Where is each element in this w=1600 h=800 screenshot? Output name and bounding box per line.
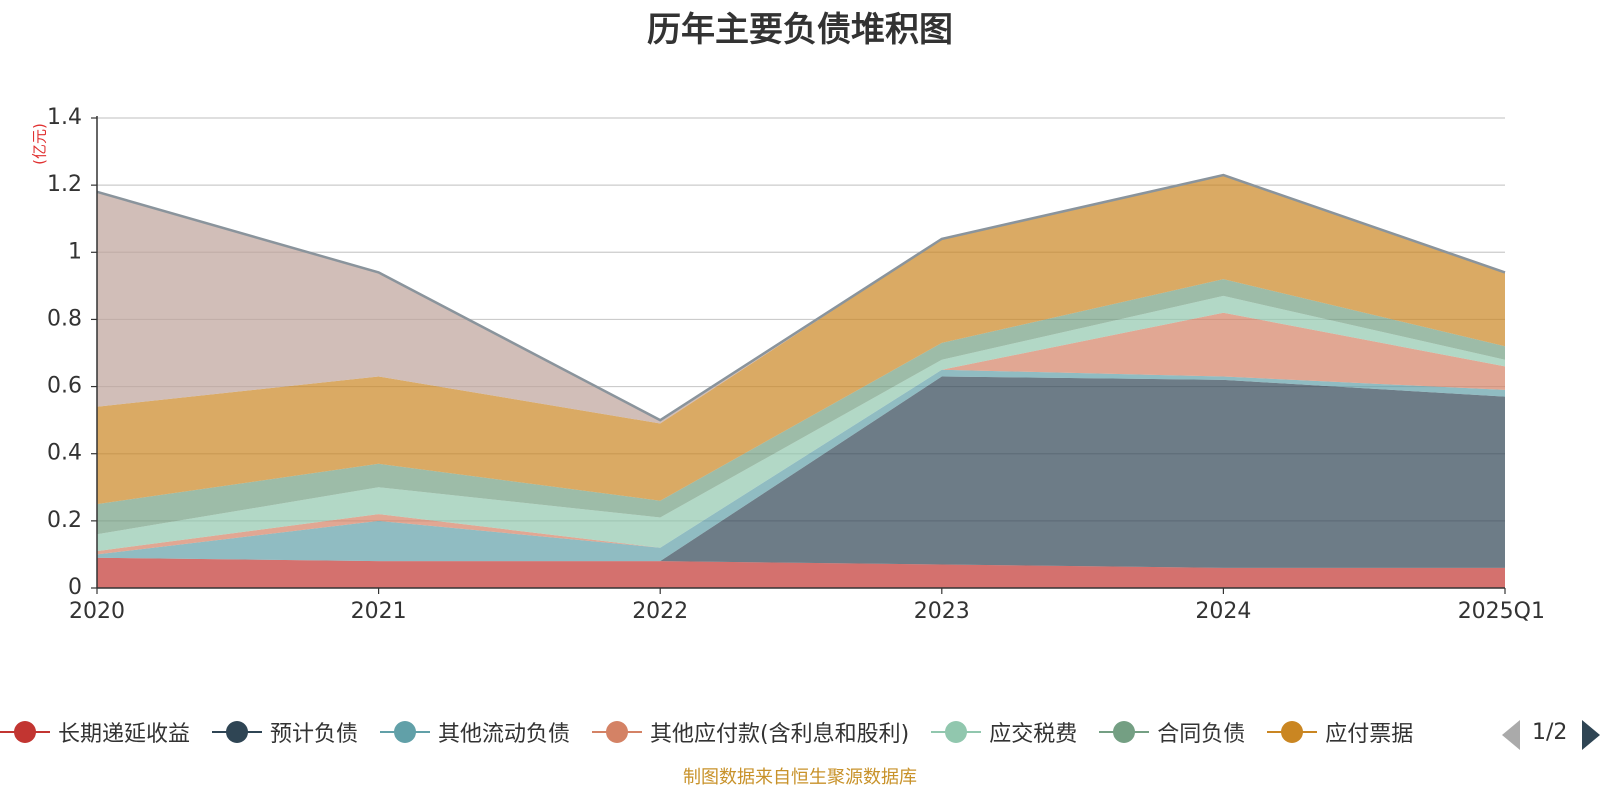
area-series-6 [97,175,1505,505]
x-tick-label: 2022 [632,599,688,624]
x-tick-label: 2021 [351,599,407,624]
area-series-7 [97,175,1505,424]
legend-marker-icon [592,719,643,745]
legend-label: 其他流动负债 [438,722,571,747]
y-tick-label: 0.4 [47,441,82,466]
area-series-2 [97,369,1505,562]
y-tick-label: 1.4 [47,105,82,130]
y-tick-label: 0 [68,575,82,600]
legend-label: 应付票据 [1325,722,1414,747]
x-tick-label: 2024 [1195,599,1251,624]
legend-next-page-icon[interactable] [1582,720,1600,750]
legend-marker-icon [931,719,982,745]
area-series-4 [97,295,1505,552]
legend-label: 其他应付款(含利息和股利) [650,722,910,747]
legend-prev-page-icon[interactable] [1502,720,1520,750]
legend-marker-icon [1267,719,1318,745]
y-tick-label: 1 [68,239,82,264]
legend-label: 应交税费 [989,722,1078,747]
x-tick-label: 2023 [914,599,970,624]
legend-item[interactable]: 其他流动负债 [380,716,570,748]
chart-title: 历年主要负债堆积图 [647,10,953,50]
legend-label: 预计负债 [270,722,359,747]
legend-item[interactable]: 其他应付款(含利息和股利) [592,716,909,748]
y-tick-label: 1.2 [47,172,82,197]
legend-marker-icon [1099,719,1150,745]
y-axis-unit-label: (亿元) [31,123,49,165]
area-series-0 [97,557,1505,588]
legend-item[interactable]: 长期递延收益 [0,716,190,748]
legend-page-indicator: 1/2 [1532,720,1568,745]
stacked-area-chart: 0 0.2 0.4 0.6 0.8 1 1.2 1.4 2020 2021 2022 2023 2024… [31,105,1546,624]
legend-item[interactable]: 应交税费 [931,716,1077,748]
legend-item[interactable]: 合同负债 [1099,716,1245,748]
area-series-3 [97,312,1505,555]
chart-legend: 长期递延收益 预计负债 其他流动负债 其他应付款(含利息和股利) 应交税费 合同负债 应付票… [0,716,1475,752]
legend-item[interactable]: 预计负债 [212,716,358,748]
legend-marker-icon [212,719,263,745]
legend-label: 长期递延收益 [58,722,191,747]
axes: 0 0.2 0.4 0.6 0.8 1 1.2 1.4 2020 2021 2022 2023 2024… [47,105,1545,624]
data-source-note: 制图数据来自恒生聚源数据库 [683,767,917,788]
legend-item[interactable]: 应付票据 [1267,716,1413,748]
y-tick-label: 0.8 [47,306,82,331]
area-series-1 [97,376,1505,568]
stack-top-outline [96,173,1506,422]
legend-marker-icon [380,719,431,745]
legend-label: 合同负债 [1157,722,1246,747]
legend-marker-icon [0,719,50,745]
x-tick-label: 2020 [69,599,125,624]
x-tick-label: 2025Q1 [1458,599,1545,624]
area-series [96,173,1506,588]
area-series-5 [97,279,1505,535]
y-tick-label: 0.6 [47,374,82,399]
y-tick-label: 0.2 [47,508,82,533]
legend-pager: 1/2 [1500,718,1600,752]
